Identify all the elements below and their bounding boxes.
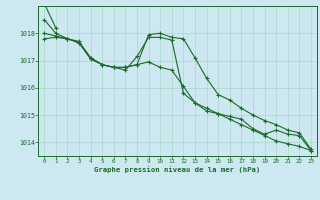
- X-axis label: Graphe pression niveau de la mer (hPa): Graphe pression niveau de la mer (hPa): [94, 167, 261, 173]
